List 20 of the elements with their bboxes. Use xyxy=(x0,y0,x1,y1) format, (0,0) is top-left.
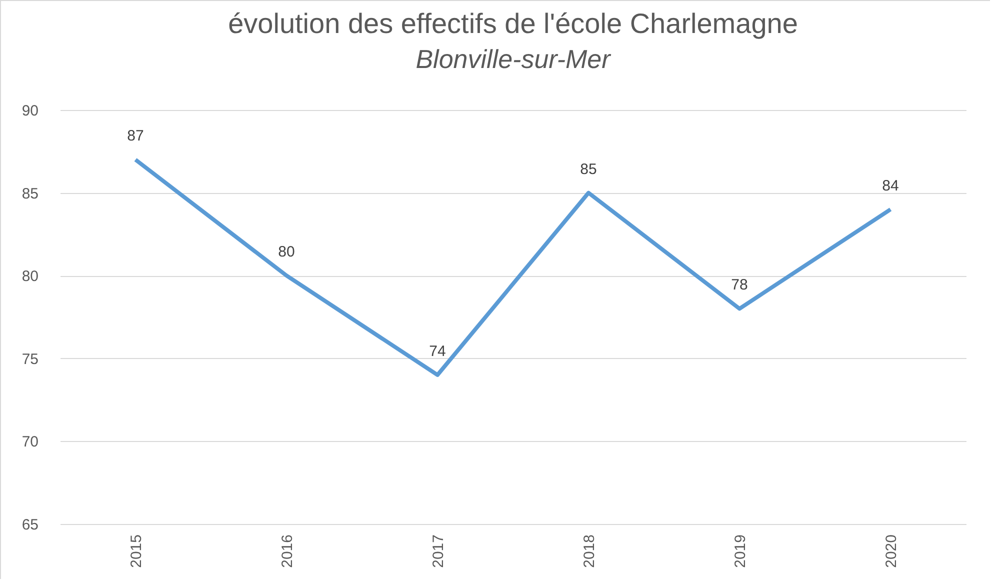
y-tick-label: 90 xyxy=(22,102,38,120)
chart-title: évolution des effectifs de l'école Charlemagne xyxy=(228,8,798,39)
x-tick-label: 2018 xyxy=(581,534,598,568)
chart-subtitle: Blonville-sur-Mer xyxy=(416,44,612,74)
y-tick-label: 70 xyxy=(22,434,38,451)
y-tick-label: 85 xyxy=(22,185,38,202)
data-label: 74 xyxy=(429,342,446,360)
data-label: 85 xyxy=(580,160,597,178)
y-tick-label: 65 xyxy=(22,516,38,534)
y-tick-label: 80 xyxy=(22,268,38,286)
x-tick-label: 2016 xyxy=(279,534,296,568)
data-label: 87 xyxy=(127,128,144,145)
x-tick-label: 2020 xyxy=(883,534,900,568)
data-label: 80 xyxy=(278,244,295,261)
x-tick-label: 2019 xyxy=(732,534,749,568)
data-label: 78 xyxy=(731,276,748,294)
x-tick-label: 2015 xyxy=(128,534,145,568)
y-tick-label: 75 xyxy=(22,350,38,368)
data-label: 84 xyxy=(882,177,899,194)
x-tick-label: 2017 xyxy=(430,534,447,568)
